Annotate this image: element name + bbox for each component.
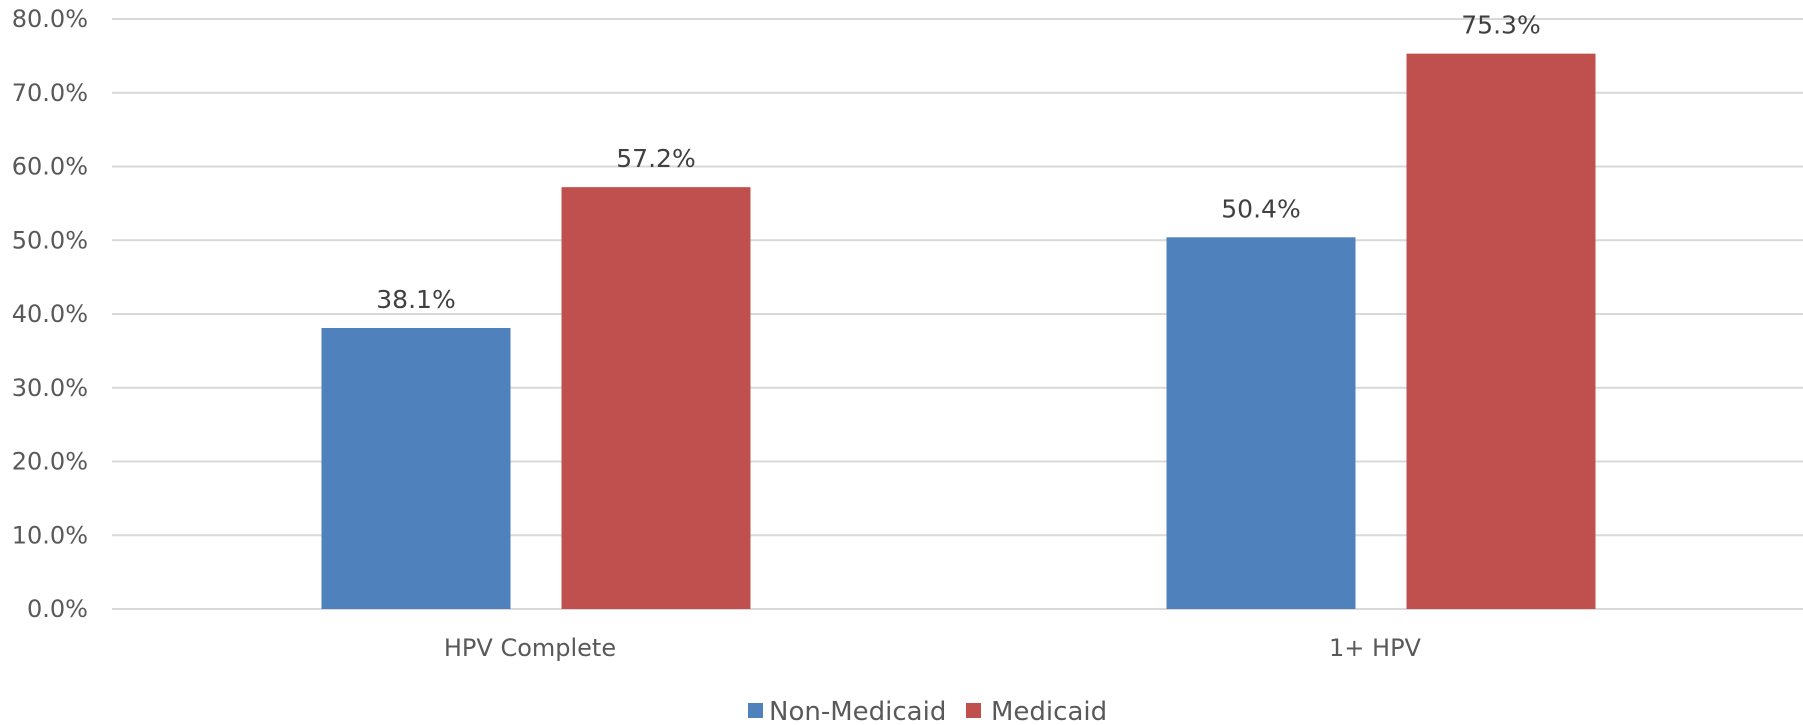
legend-label: Non-Medicaid (769, 697, 946, 725)
y-tick-label: 20.0% (12, 448, 88, 476)
y-axis-tick-labels: 0.0% 10.0% 20.0% 30.0% 40.0% 50.0% 60.0% 70.0% 8… (12, 5, 88, 623)
x-category-label: HPV Complete (444, 634, 616, 662)
data-label: 38.1% (376, 285, 455, 314)
legend-swatch-non-medicaid (748, 703, 763, 718)
data-labels: 38.1% 50.4% 57.2% 75.3% (376, 11, 1540, 314)
bar-non-medicaid-1 (1166, 237, 1356, 610)
y-tick-label: 80.0% (12, 5, 88, 33)
y-tick-label: 40.0% (12, 300, 88, 328)
y-tick-label: 70.0% (12, 79, 88, 107)
bars (321, 53, 1596, 610)
y-tick-label: 30.0% (12, 374, 88, 402)
data-label: 50.4% (1221, 194, 1300, 223)
y-tick-label: 60.0% (12, 153, 88, 181)
x-axis-category-labels: HPV Complete 1+ HPV (444, 634, 1422, 662)
legend-label: Medicaid (991, 697, 1107, 725)
y-tick-label: 10.0% (12, 521, 88, 549)
data-label: 75.3% (1461, 11, 1540, 40)
bar-medicaid-1 (1406, 53, 1596, 610)
legend-swatch-medicaid (966, 703, 981, 718)
bar-non-medicaid-0 (321, 328, 511, 609)
legend: Non-Medicaid Medicaid (748, 697, 1107, 725)
bar-medicaid-0 (561, 187, 751, 609)
data-label: 57.2% (616, 144, 695, 173)
y-tick-label: 50.0% (12, 226, 88, 254)
y-tick-label: 0.0% (27, 595, 88, 623)
x-category-label: 1+ HPV (1329, 634, 1422, 662)
